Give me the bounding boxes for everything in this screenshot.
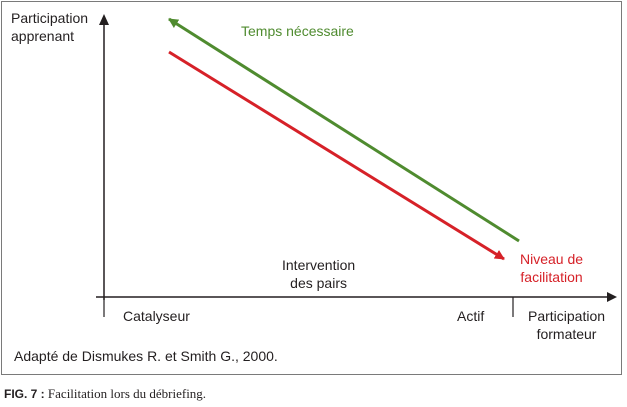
figure-caption: FIG. 7 : Facilitation lors du débriefing… — [4, 386, 206, 402]
x-tick-right-label: Actif — [457, 308, 485, 324]
y-axis-label-line-1: Participation — [11, 10, 89, 26]
x-axis-label: Participation formateur — [528, 307, 605, 343]
red-arrow-label-line-2: facilitation — [520, 269, 583, 285]
source-note: Adapté de Dismukes R. et Smith G., 2000. — [14, 348, 278, 364]
red-arrow-niveau-facilitation — [168, 50, 505, 261]
figure-caption-label: FIG. 7 : — [4, 387, 45, 401]
x-axis-arrowhead — [607, 292, 617, 302]
y-axis-arrowhead — [99, 14, 109, 25]
middle-label-line-2: des pairs — [290, 275, 347, 291]
middle-label-line-1: Intervention — [282, 257, 356, 273]
x-tick-left-label: Catalyseur — [123, 308, 190, 324]
figure-caption-text: Facilitation lors du débriefing. — [47, 386, 207, 401]
green-arrow-temps-necessaire — [168, 17, 520, 243]
red-arrow-label-line-1: Niveau de — [520, 251, 584, 267]
middle-label: Intervention des pairs — [282, 256, 355, 292]
x-axis-label-line-1: Participation — [528, 308, 606, 324]
y-axis-label: Participation apprenant — [11, 9, 88, 45]
green-arrow-label: Temps nécessaire — [241, 23, 354, 39]
x-axis-label-line-2: formateur — [536, 326, 597, 342]
y-axis-label-line-2: apprenant — [11, 28, 75, 44]
red-arrow-label: Niveau de facilitation — [520, 250, 583, 286]
